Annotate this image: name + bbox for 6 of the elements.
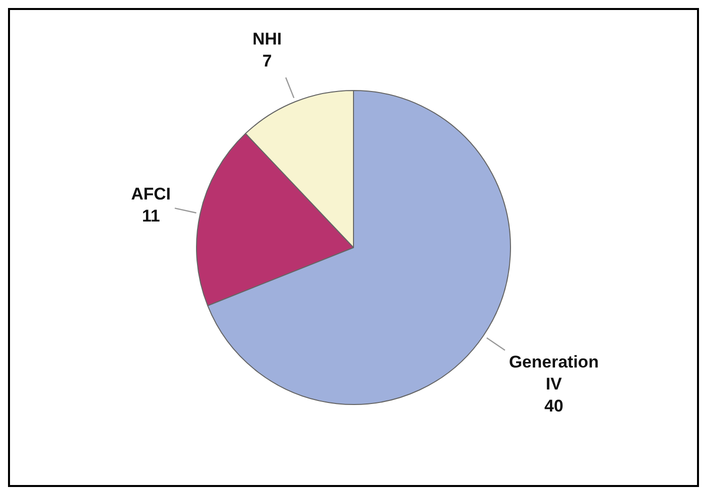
data-label: 11 bbox=[142, 206, 160, 226]
slice-label: AFCI bbox=[131, 184, 171, 204]
slice-label: Generation IV bbox=[508, 352, 599, 394]
slice-label: NHI bbox=[252, 30, 282, 49]
data-label: 7 bbox=[262, 52, 272, 71]
data-label: 40 bbox=[544, 396, 564, 416]
